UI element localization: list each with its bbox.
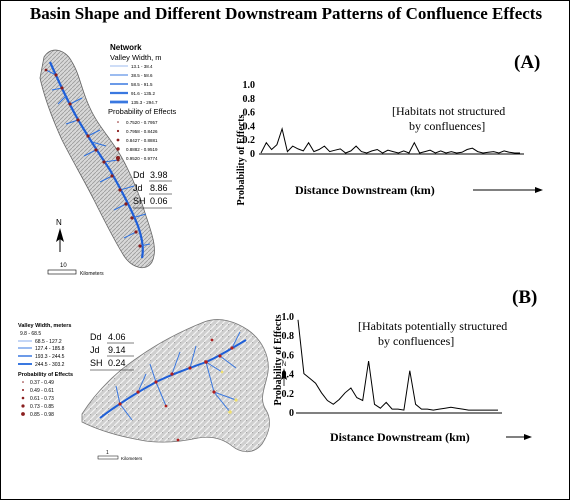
scale-value-b: 1 [106,450,109,456]
chart-b: 0 0.2 0.4 0.6 0.8 1.0 [Habitats potentially s… [273,312,532,444]
legend-b-prob-class: 0.37 - 0.49 [30,380,54,386]
y-tick-label: 1.0 [282,312,295,323]
y-tick-label: 0.8 [243,94,256,105]
stat-b-name: Dd [90,332,102,342]
y-tick-label: 1.0 [243,80,256,91]
legend-a-width-lines [110,65,128,104]
legend-a-prob-dots [116,121,120,160]
annotation-a-line1: [Habitats not structured [392,104,505,118]
panel-b-label: (B) [512,287,538,308]
legend-b-prob-dots [21,381,25,416]
y-tick-label: 0 [250,149,255,160]
confluence-points-b [118,338,234,442]
y-tick-label: 0.6 [243,108,256,119]
legend-b-prob-class: 0.85 - 0.98 [30,412,54,418]
figure-title: Basin Shape and Different Downstream Pat… [29,4,543,23]
scale-unit-a: Kilometers [80,271,104,277]
stat-b-value: 9.14 [108,345,126,355]
legend-a-prob-class: 0.8427 - 0.8881 [126,138,158,143]
legend-a-prob-class: 0.9520 - 0.9774 [126,156,158,161]
stat-a-name: SH [133,196,146,206]
north-arrow-b [281,368,287,386]
legend-b-prob-class: 0.49 - 0.61 [30,388,54,394]
legend-b-width-label: Valley Width, meters [18,323,71,329]
legend-a-width-class: 91.6 - 135.2 [131,91,156,96]
stat-b-value: 0.24 [108,358,126,368]
x-arrow-a [473,187,543,193]
scale-bar-b [97,455,119,460]
y-tick-label: 0.8 [282,331,295,342]
legend-a-width-label: Valley Width, m [110,53,162,62]
scale-unit-b: Kilometers [121,456,143,461]
y-tick-label: 0 [289,408,294,419]
legend-a-width-class: 38.5 - 58.6 [131,73,153,78]
legend-b-prob-label: Probability of Effects [18,372,73,378]
series-line-b [297,319,498,411]
main-stem-a [48,61,144,259]
stat-b-name: Jd [90,345,100,355]
legend-b-width-class: 68.5 - 127.2 [35,339,62,345]
legend-a-prob-class: 0.7958 - 0.8426 [126,129,158,134]
legend-a-width-class: 13.1 - 38.4 [131,64,153,69]
legend-a-prob-class: 0.8882 - 0.9519 [126,147,158,152]
annotation-b-line2: by confluences] [378,334,454,348]
stat-a-value: 8.86 [150,183,168,193]
legend-b-prob-class: 0.73 - 0.85 [30,404,54,410]
scale-bar-a [47,269,77,275]
legend-b-width-class: 193.3 - 244.5 [35,354,65,360]
stat-a-name: Jd [133,183,143,193]
north-label-b: N [282,362,286,368]
north-label-a: N [56,218,62,227]
tributaries-b [115,331,241,421]
scale-value-a: 10 [60,263,67,269]
x-axis-label-b: Distance Downstream (km) [330,430,470,444]
x-axis-label-a: Distance Downstream (km) [295,183,435,197]
y-axis-label-b: Probability of Effects [273,314,284,405]
y-tick-label: 0.4 [243,121,256,132]
stat-a-value: 0.06 [150,196,168,206]
y-tick-label: 0.4 [282,370,295,381]
y-tick-label: 0.6 [282,350,295,361]
y-tick-label: 0.2 [282,389,295,400]
annotation-b-line1: [Habitats potentially structured [358,319,507,333]
legend-a-width-class: 58.5 - 91.5 [131,82,153,87]
highlight-points-b [220,370,238,414]
legend-b-width-class: 9.8 - 68.5 [20,331,41,337]
legend-a-heading: Network [110,43,142,52]
main-stem-b [99,339,247,419]
legend-b-prob-class: 0.61 - 0.73 [30,396,54,402]
legend-b-width-class: 244.5 - 303.2 [35,362,65,368]
panel-a-label: (A) [514,52,541,73]
tributaries-a [45,69,151,247]
x-arrow-b [506,434,532,440]
y-tick-label: 0.2 [243,135,256,146]
annotation-a-line2: by confluences] [409,119,485,133]
y-axis-label-a: Probability of Effects [236,114,247,205]
stat-a-name: Dd [133,170,145,180]
stat-b-name: SH [90,358,103,368]
legend-b-width-class: 127.4 - 185.8 [35,346,65,352]
stat-b-value: 4.06 [108,332,126,342]
north-arrow-a [56,228,64,252]
legend-a-prob-class: 0.7520 - 0.7957 [126,120,158,125]
legend-a-prob-label: Probability of Effects [108,107,176,116]
legend-a-width-class: 135.3 - 294.7 [131,100,158,105]
chart-a: 0 0.2 0.4 0.6 0.8 1.0 [Habitats not structure… [236,80,543,205]
confluence-points-a [44,68,142,248]
stat-a-value: 3.98 [150,170,168,180]
series-line-a [260,127,520,154]
legend-b-width-lines [18,340,32,365]
